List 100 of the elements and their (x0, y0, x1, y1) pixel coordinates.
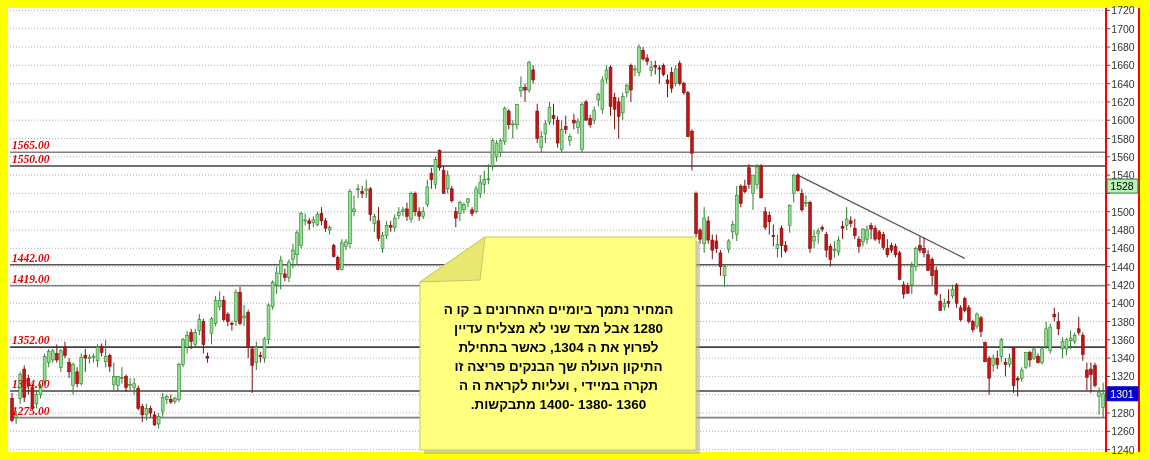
y-tick-label: 1320 (1111, 370, 1135, 383)
annotation: המחיר נתמך ביומיים האחרונים ב קו ה 1280 אבל מצד שני לא מצליח עדיין לפרוץ את ה 1304, כאשר בתחילת התיקון העולה שך הבנקים פריצה זו תקרה במיידי , ועליות לקראת ה ה 1360 -1380 -1400 מתבקשות. (442, 301, 675, 414)
candlestick (853, 218, 857, 240)
y-tick-label: 1580 (1111, 132, 1135, 145)
candlestick (1101, 382, 1105, 419)
candlestick (669, 66, 674, 94)
candlestick (779, 224, 784, 258)
candlestick (474, 185, 478, 215)
candlestick (401, 206, 405, 217)
candlestick (55, 343, 59, 364)
annotation: 1301 (1110, 387, 1134, 400)
candlestick (519, 75, 523, 98)
candlestick (1048, 322, 1052, 355)
candlestick (372, 213, 377, 233)
candlestick (437, 148, 442, 172)
candlestick (861, 227, 865, 247)
candlestick (564, 115, 568, 135)
candlestick (120, 366, 124, 385)
y-tick-label: 1500 (1111, 205, 1135, 218)
y-tick-label: 1540 (1111, 169, 1135, 182)
candlestick (1068, 330, 1073, 350)
candlestick (445, 170, 450, 194)
candlestick (59, 348, 63, 373)
candlestick (771, 224, 776, 247)
candlestick (804, 194, 808, 208)
candlestick (836, 235, 841, 257)
candlestick (739, 183, 743, 208)
candlestick (616, 96, 621, 139)
y-tick-label: 1340 (1111, 352, 1135, 365)
candlestick (136, 385, 140, 411)
candlestick (75, 366, 79, 388)
candlestick (865, 224, 869, 245)
candlestick (356, 183, 360, 199)
candlestick (1081, 331, 1085, 362)
candlestick (840, 220, 845, 240)
candlestick (515, 103, 519, 130)
ref-line-label: 1550.00 (12, 152, 50, 165)
annotation: 1528 (1110, 180, 1134, 193)
candlestick (881, 231, 886, 251)
candlestick (454, 206, 458, 228)
candlestick (812, 229, 816, 249)
candlestick (429, 167, 434, 190)
ref-line-label: 1565.00 (12, 139, 50, 152)
candlestick (201, 318, 206, 355)
candlestick (572, 113, 576, 130)
y-tick-label: 1640 (1111, 77, 1135, 90)
candlestick (67, 357, 71, 379)
y-tick-label: 1620 (1111, 95, 1135, 108)
candlestick (555, 116, 560, 149)
ref-line-label: 1352.00 (12, 334, 50, 347)
y-tick-label: 1700 (1111, 22, 1135, 35)
y-tick-label: 1380 (1111, 315, 1135, 328)
candlestick (71, 362, 75, 396)
candlestick (1044, 321, 1048, 350)
candlestick (405, 202, 409, 222)
candlestick (10, 392, 14, 423)
candlestick (95, 343, 100, 368)
candlestick (112, 362, 116, 391)
candlestick (523, 83, 527, 103)
candlestick (673, 64, 678, 87)
candlestick (979, 315, 983, 338)
y-tick-label: 1460 (1111, 242, 1135, 255)
y-tick-label: 1280 (1111, 407, 1135, 419)
candlestick (722, 264, 727, 288)
candlestick (763, 206, 767, 231)
y-tick-label: 1480 (1111, 224, 1135, 236)
candlestick (999, 337, 1004, 363)
y-tick-label: 1260 (1111, 425, 1135, 438)
candlestick (507, 108, 511, 130)
candlestick (128, 377, 132, 391)
candlestick (755, 163, 759, 190)
candlestick (559, 119, 564, 153)
y-tick-label: 1420 (1111, 278, 1135, 291)
candlestick (1097, 386, 1101, 416)
candlestick (1089, 362, 1093, 394)
candlestick (787, 203, 792, 234)
candlestick (413, 191, 417, 217)
candlestick (364, 179, 368, 199)
y-tick-label: 1680 (1111, 41, 1135, 53)
y-tick-label: 1400 (1111, 297, 1135, 310)
candlestick (747, 163, 751, 190)
ref-line-label: 1419.00 (12, 272, 50, 285)
y-tick-label: 1440 (1111, 260, 1135, 273)
candlestick (918, 235, 922, 254)
candlestick (230, 321, 234, 332)
candlestick (458, 200, 462, 222)
y-tick-label: 1600 (1111, 114, 1135, 127)
candlestick (189, 328, 193, 350)
candlestick (869, 222, 873, 240)
candlestick (767, 211, 772, 236)
candlestick (946, 288, 951, 309)
y-tick-label: 1560 (1111, 150, 1135, 163)
y-tick-label: 1660 (1111, 59, 1135, 72)
candlestick (792, 173, 796, 204)
y-tick-label: 1360 (1111, 333, 1135, 346)
y-tick-label: 1720 (1111, 4, 1135, 17)
candlestick (279, 255, 283, 290)
candlestick (995, 350, 1000, 370)
candlestick (1056, 311, 1061, 336)
candlestick (584, 99, 588, 121)
